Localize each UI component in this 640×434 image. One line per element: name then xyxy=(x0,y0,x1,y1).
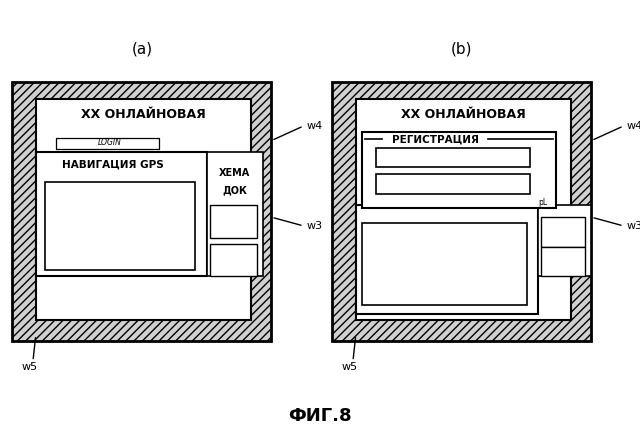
Text: w3: w3 xyxy=(307,221,323,231)
Bar xyxy=(541,247,586,276)
Text: ХХ ОНЛАЙНОВАЯ: ХХ ОНЛАЙНОВАЯ xyxy=(81,108,205,121)
Text: (a): (a) xyxy=(131,42,152,57)
Bar xyxy=(538,205,591,276)
Text: w3: w3 xyxy=(627,221,640,231)
Bar xyxy=(36,99,251,320)
Text: ДОК: ДОК xyxy=(222,186,247,196)
Text: ФИГ.8: ФИГ.8 xyxy=(288,408,352,425)
Bar xyxy=(209,205,257,238)
Bar xyxy=(207,152,262,276)
Text: РЕГИСТРАЦИЯ: РЕГИСТРАЦИЯ xyxy=(392,134,479,144)
Bar xyxy=(376,174,529,194)
Bar xyxy=(376,148,529,167)
Text: (b): (b) xyxy=(451,42,472,57)
Text: w5: w5 xyxy=(21,362,37,372)
Bar xyxy=(332,82,591,341)
Bar xyxy=(12,82,271,341)
Bar xyxy=(362,223,527,306)
Text: w4: w4 xyxy=(627,121,640,131)
Text: w5: w5 xyxy=(341,362,357,372)
Text: LOGIN: LOGIN xyxy=(97,138,122,147)
Bar xyxy=(56,138,159,149)
Bar xyxy=(541,217,586,247)
Bar xyxy=(356,99,571,320)
Bar xyxy=(36,152,207,276)
Text: НАВИГАЦИЯ GPS: НАВИГАЦИЯ GPS xyxy=(62,159,164,169)
Bar xyxy=(45,182,195,270)
Bar xyxy=(209,243,257,276)
Text: ХЕМА: ХЕМА xyxy=(219,168,250,178)
Text: ХХ ОНЛАЙНОВАЯ: ХХ ОНЛАЙНОВАЯ xyxy=(401,108,525,121)
Bar xyxy=(362,132,556,208)
Text: w4: w4 xyxy=(307,121,323,131)
Text: рL: рL xyxy=(538,198,547,207)
Bar xyxy=(356,205,538,314)
